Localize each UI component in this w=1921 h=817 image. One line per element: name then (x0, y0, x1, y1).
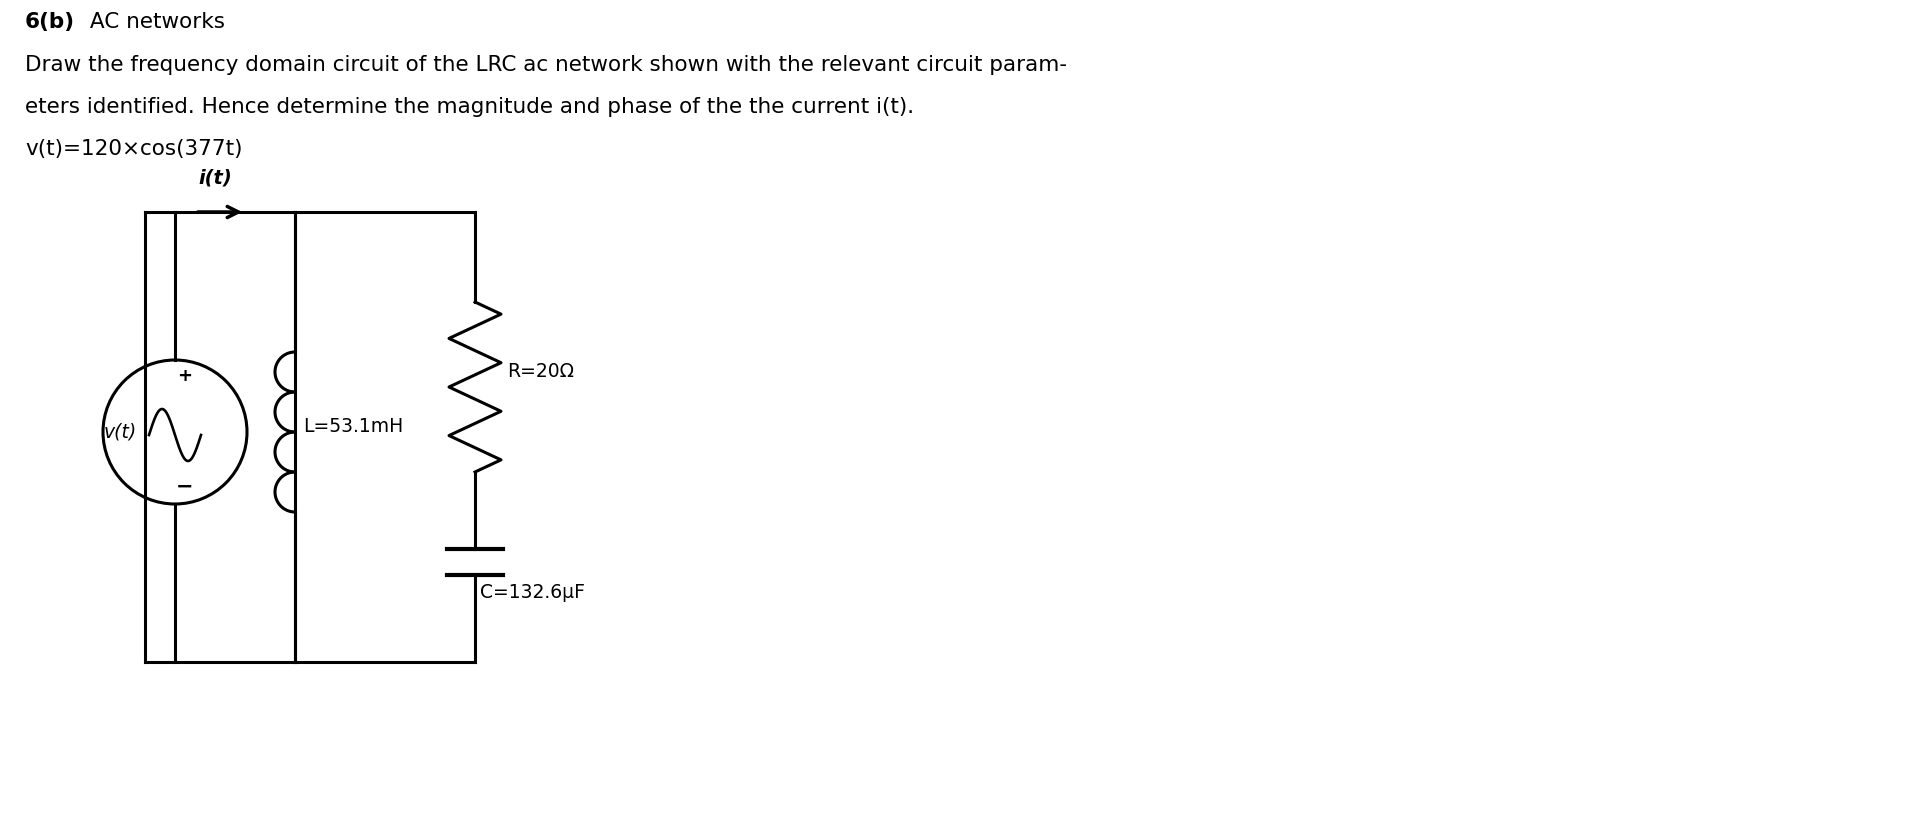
Text: i(t): i(t) (198, 168, 232, 187)
Text: v(t): v(t) (104, 422, 136, 441)
Text: 6(b): 6(b) (25, 12, 75, 32)
Text: L=53.1mH: L=53.1mH (304, 417, 403, 436)
Text: −: − (177, 477, 194, 497)
Text: v(t)=120×cos(377t): v(t)=120×cos(377t) (25, 139, 242, 159)
Text: eters identified. Hence determine the magnitude and phase of the the current i(t: eters identified. Hence determine the ma… (25, 97, 914, 117)
Text: +: + (177, 367, 192, 385)
Text: R=20Ω: R=20Ω (507, 363, 574, 382)
Text: Draw the frequency domain circuit of the LRC ac network shown with the relevant : Draw the frequency domain circuit of the… (25, 55, 1066, 75)
Text: AC networks: AC networks (83, 12, 225, 32)
Text: C=132.6μF: C=132.6μF (480, 583, 586, 601)
